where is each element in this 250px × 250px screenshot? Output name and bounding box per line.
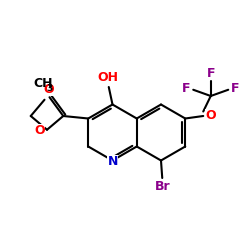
Text: F: F	[231, 82, 239, 95]
Text: O: O	[205, 109, 216, 122]
Text: O: O	[35, 124, 45, 138]
Text: O: O	[43, 83, 54, 96]
Text: OH: OH	[97, 71, 118, 84]
Text: 3: 3	[46, 84, 53, 93]
Text: Br: Br	[154, 180, 170, 192]
Text: N: N	[108, 155, 118, 168]
Text: CH: CH	[34, 77, 53, 90]
Text: F: F	[206, 67, 215, 80]
Text: F: F	[182, 82, 190, 95]
